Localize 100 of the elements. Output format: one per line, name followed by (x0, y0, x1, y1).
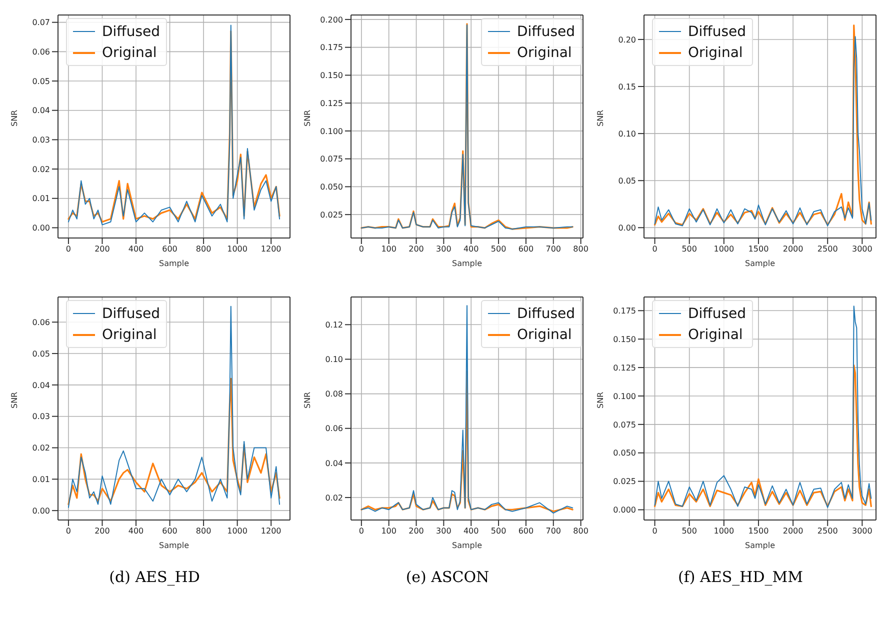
x-axis-title: Sample (159, 541, 190, 550)
y-tick-label: 0.10 (618, 129, 636, 138)
y-tick-label: 0.04 (32, 380, 50, 390)
y-tick-label: 0.08 (325, 390, 343, 399)
x-tick-label: 400 (128, 244, 144, 254)
x-tick-label: 500 (682, 244, 697, 254)
x-tick-label: 700 (546, 244, 562, 254)
y-tick-label: 0.04 (32, 106, 50, 116)
x-tick-label: 1000 (714, 244, 734, 254)
y-tick-label: 0.03 (32, 412, 50, 422)
legend-label: Diffused (517, 24, 575, 40)
x-tick-label: 1000 (227, 526, 248, 536)
x-tick-label: 400 (128, 526, 144, 536)
x-axis-title: Sample (452, 259, 482, 268)
x-tick-label: 2500 (817, 244, 838, 254)
x-tick-label: 600 (162, 244, 178, 254)
x-axis-title: Sample (745, 259, 776, 268)
y-tick-label: 0.06 (32, 48, 50, 57)
line-series (360, 305, 574, 514)
x-tick-label: 2000 (782, 526, 804, 536)
x-tick-label: 100 (381, 244, 396, 254)
y-tick-label: 0.10 (325, 355, 343, 364)
y-tick-label: 0.100 (613, 392, 636, 401)
y-tick-label: 0.03 (32, 136, 50, 145)
x-tick-label: 700 (546, 526, 562, 536)
x-tick-label: 500 (490, 526, 506, 536)
y-tick-label: 0.025 (613, 477, 636, 486)
y-tick-label: 0.05 (32, 349, 50, 358)
x-tick-label: 600 (162, 526, 178, 536)
x-tick-label: 1500 (748, 244, 769, 254)
y-tick-label: 0.01 (32, 475, 50, 484)
x-tick-label: 300 (436, 526, 452, 536)
x-tick-label: 3000 (852, 244, 872, 254)
x-tick-label: 100 (381, 526, 396, 536)
x-tick-label: 0 (652, 526, 658, 536)
y-tick-label: 0.07 (32, 18, 50, 28)
y-axis-title: SNR (596, 391, 605, 408)
x-tick-label: 1000 (714, 526, 734, 536)
line-series (654, 364, 872, 508)
x-tick-label: 1200 (260, 526, 282, 536)
y-tick-label: 0.000 (613, 506, 636, 515)
legend-label: Original (102, 326, 157, 342)
legend-label: Diffused (688, 306, 746, 322)
x-tick-label: 500 (490, 244, 506, 254)
y-tick-label: 0.06 (32, 318, 50, 327)
y-tick-label: 0.12 (325, 320, 343, 330)
y-tick-label: 0.01 (32, 194, 50, 204)
y-axis-title: SNR (596, 109, 605, 126)
legend-label: Original (102, 44, 157, 60)
x-tick-label: 400 (463, 526, 479, 536)
y-tick-label: 0.150 (613, 334, 636, 344)
y-tick-label: 0.025 (320, 210, 343, 220)
y-tick-label: 0.200 (320, 15, 343, 24)
x-tick-label: 500 (682, 526, 697, 536)
legend-label: Diffused (102, 306, 160, 322)
legend-label: Diffused (517, 306, 575, 322)
y-axis-title: SNR (10, 109, 19, 126)
legend-label: Original (688, 44, 743, 60)
y-tick-label: 0.02 (32, 164, 50, 174)
y-tick-label: 0.04 (325, 458, 343, 468)
x-tick-label: 1500 (748, 526, 769, 536)
x-tick-label: 600 (518, 244, 534, 254)
x-tick-label: 200 (408, 244, 424, 254)
y-tick-label: 0.100 (320, 126, 343, 136)
legend-label: Original (517, 44, 572, 60)
x-tick-label: 0 (652, 244, 658, 254)
y-tick-label: 0.00 (618, 223, 636, 232)
line-series (68, 306, 280, 508)
text: (e) ASCON (404, 568, 490, 586)
x-tick-label: 800 (573, 244, 588, 254)
line-series (68, 378, 280, 506)
x-tick-label: 600 (518, 526, 534, 536)
y-tick-label: 0.050 (320, 182, 343, 192)
text: (d) AES_HD (108, 568, 201, 586)
y-tick-label: 0.15 (618, 82, 636, 92)
y-axis-title: SNR (302, 391, 312, 408)
x-tick-label: 1200 (260, 244, 282, 254)
y-tick-label: 0.075 (613, 420, 636, 430)
line-series (654, 306, 872, 508)
x-axis-title: Sample (745, 541, 776, 550)
y-tick-label: 0.00 (32, 506, 50, 516)
x-tick-label: 2500 (817, 526, 838, 536)
x-tick-label: 800 (196, 526, 212, 536)
legend-label: Original (688, 326, 743, 342)
x-tick-label: 0 (66, 526, 72, 536)
legend-label: Diffused (102, 24, 160, 40)
y-tick-label: 0.00 (32, 224, 50, 233)
x-tick-label: 0 (358, 244, 364, 254)
legend-label: Diffused (688, 24, 746, 40)
y-tick-label: 0.02 (32, 444, 50, 453)
y-tick-label: 0.05 (618, 176, 636, 186)
y-tick-label: 0.075 (320, 154, 343, 164)
y-tick-label: 0.175 (613, 306, 636, 316)
x-tick-label: 400 (463, 244, 479, 254)
x-tick-label: 2000 (782, 244, 804, 254)
x-axis-title: Sample (452, 541, 482, 550)
x-tick-label: 200 (94, 526, 110, 536)
y-tick-label: 0.125 (320, 98, 343, 108)
y-tick-label: 0.125 (613, 363, 636, 372)
y-tick-label: 0.150 (320, 71, 343, 80)
